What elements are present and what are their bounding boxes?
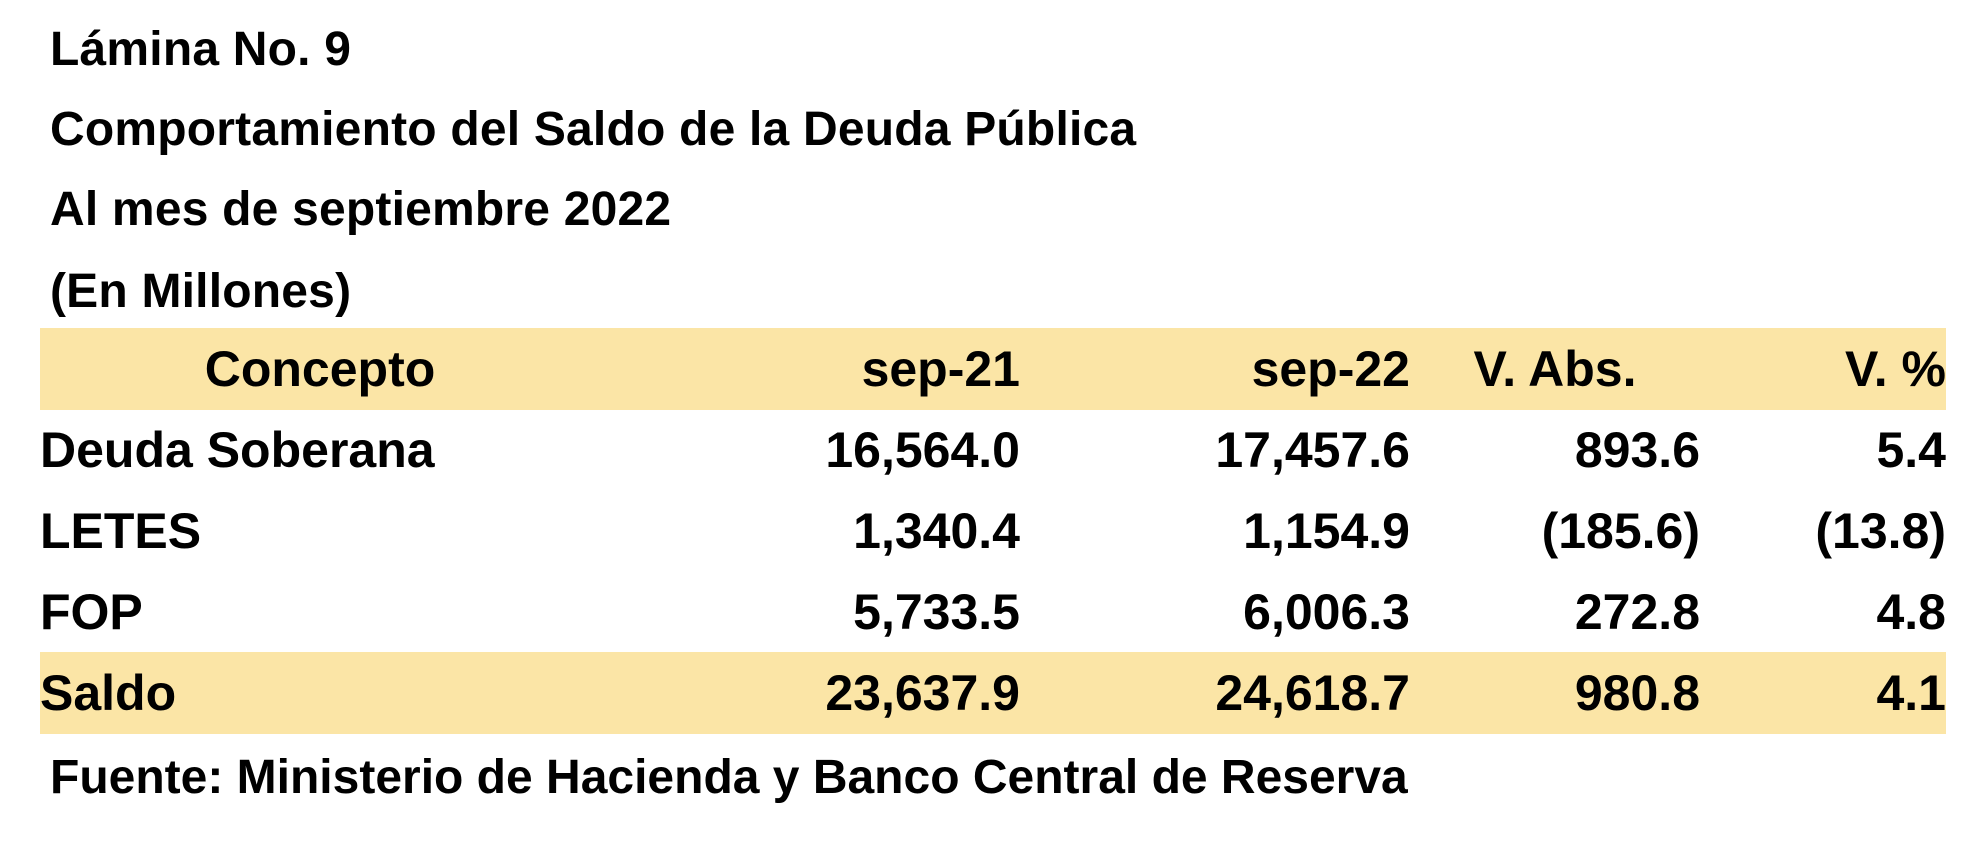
source-note: Fuente: Ministerio de Hacienda y Banco C… <box>50 751 1408 804</box>
row-label: LETES <box>40 502 202 559</box>
cell-vabs: (185.6) <box>1541 502 1700 559</box>
table-row: Deuda Soberana 16,564.0 17,457.6 893.6 5… <box>40 409 1946 490</box>
row-label: FOP <box>40 583 143 640</box>
slide-number: Lámina No. 9 <box>50 23 352 76</box>
cell-sep21: 16,564.0 <box>825 421 1020 478</box>
total-vabs: 980.8 <box>1574 664 1700 721</box>
cell-sep22: 6,006.3 <box>1243 583 1410 640</box>
total-label: Saldo <box>40 664 177 721</box>
header-vpct: V. % <box>1844 340 1946 397</box>
total-vpct: 4.1 <box>1876 664 1946 721</box>
cell-sep21: 1,340.4 <box>853 502 1020 559</box>
slide-title: Comportamiento del Saldo de la Deuda Púb… <box>50 103 1137 156</box>
table-row: LETES 1,340.4 1,154.9 (185.6) (13.8) <box>40 490 1946 571</box>
cell-vabs: 272.8 <box>1574 583 1700 640</box>
header-sep22: sep-22 <box>1251 340 1410 397</box>
total-sep22: 24,618.7 <box>1215 664 1410 721</box>
debt-table: Concepto sep-21 sep-22 V. Abs. V. % Deud… <box>40 328 1946 733</box>
header-vabs: V. Abs. <box>1473 340 1637 397</box>
cell-vpct: (13.8) <box>1815 502 1946 559</box>
header-sep21: sep-21 <box>861 340 1020 397</box>
cell-sep22: 17,457.6 <box>1215 421 1410 478</box>
cell-sep21: 5,733.5 <box>853 583 1020 640</box>
header-band <box>40 328 1946 410</box>
total-sep21: 23,637.9 <box>825 664 1020 721</box>
cell-vabs: 893.6 <box>1574 421 1700 478</box>
slide-units: (En Millones) <box>50 265 352 318</box>
table-total-row: Saldo 23,637.9 24,618.7 980.8 4.1 <box>40 652 1946 733</box>
header-concepto: Concepto <box>204 340 436 397</box>
slide-subtitle-date: Al mes de septiembre 2022 <box>50 183 672 236</box>
cell-vpct: 5.4 <box>1876 421 1946 478</box>
table-header-row: Concepto sep-21 sep-22 V. Abs. V. % <box>40 328 1946 409</box>
row-label: Deuda Soberana <box>40 421 435 478</box>
cell-sep22: 1,154.9 <box>1243 502 1410 559</box>
cell-vpct: 4.8 <box>1876 583 1946 640</box>
table-row: FOP 5,733.5 6,006.3 272.8 4.8 <box>40 571 1946 652</box>
total-band <box>40 652 1946 734</box>
